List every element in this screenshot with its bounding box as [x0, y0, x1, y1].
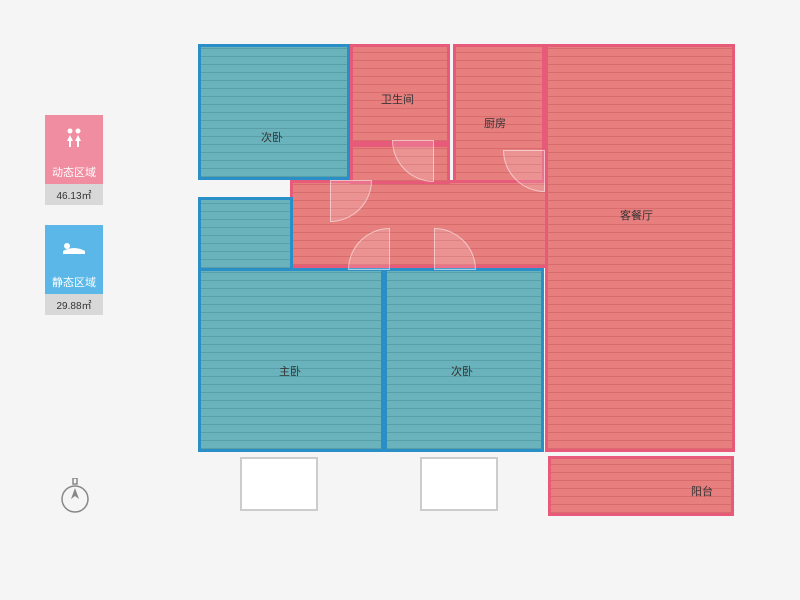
room-bedroom1: 次卧	[198, 44, 350, 180]
room-label-bedroom1: 次卧	[261, 129, 283, 145]
room-label-bathroom: 卫生间	[381, 91, 414, 107]
sleep-icon	[60, 239, 88, 257]
room-label-bedroom2: 次卧	[451, 363, 473, 379]
legend-dynamic: 动态区域 46.13㎡	[45, 115, 103, 205]
dynamic-zone-value: 46.13㎡	[45, 184, 103, 205]
room-label-master: 主卧	[279, 363, 301, 379]
window	[420, 457, 498, 511]
room-bathroom: 卫生间	[350, 44, 450, 144]
dynamic-zone-icon	[45, 115, 103, 160]
room-bedroom2: 次卧	[384, 268, 544, 452]
static-zone-icon	[45, 225, 103, 270]
people-icon	[62, 126, 86, 150]
legend-static: 静态区域 29.88㎡	[45, 225, 103, 315]
room-hallway	[290, 180, 548, 268]
window	[240, 457, 318, 511]
room-balcony: 阳台	[548, 456, 734, 516]
room-hall_ext	[198, 197, 293, 271]
static-zone-label: 静态区域	[45, 270, 103, 294]
room-living: 客餐厅	[545, 44, 735, 452]
room-label-balcony: 阳台	[691, 483, 713, 499]
room-label-kitchen: 厨房	[484, 115, 506, 131]
floorplan: 次卧 卫生间厨房客餐厅主卧 次卧阳台	[190, 42, 738, 552]
legend-panel: 动态区域 46.13㎡ 静态区域 29.88㎡	[45, 115, 103, 335]
compass-icon	[60, 478, 90, 514]
dynamic-zone-label: 动态区域	[45, 160, 103, 184]
room-label-living: 客餐厅	[620, 207, 653, 223]
room-master: 主卧	[198, 268, 384, 452]
static-zone-value: 29.88㎡	[45, 294, 103, 315]
